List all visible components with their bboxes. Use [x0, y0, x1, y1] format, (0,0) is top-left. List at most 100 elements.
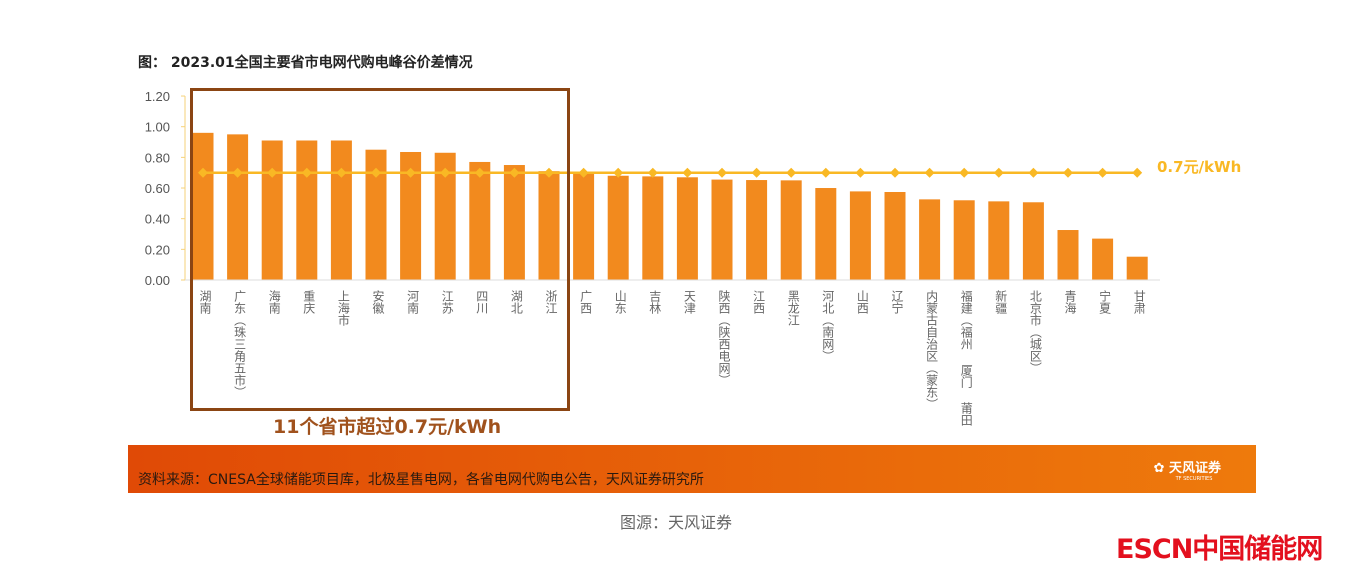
- reference-marker: [1028, 167, 1039, 178]
- x-tick-label: 广东（珠三角五市）: [232, 290, 247, 398]
- x-tick-label: 甘肃: [1132, 290, 1147, 314]
- reference-marker: [405, 167, 416, 178]
- reference-marker: [1097, 167, 1108, 178]
- reference-marker: [440, 167, 451, 178]
- escn-watermark: ESCN中国储能网: [1116, 534, 1323, 565]
- reference-marker: [993, 167, 1004, 178]
- source-text: 资料来源：CNESA全球储能项目库，北极星售电网，各省电网代购电公告，天风证券研…: [138, 472, 704, 488]
- reference-marker: [682, 167, 693, 178]
- reference-marker: [855, 167, 866, 178]
- x-tick-label: 北京市（城区）: [1028, 290, 1043, 374]
- bar: [711, 179, 733, 280]
- reference-line-label: 0.7元/kWh: [1157, 158, 1242, 176]
- x-tick-label: 广西: [578, 290, 593, 314]
- bar: [780, 180, 802, 280]
- bar: [434, 152, 456, 280]
- reference-marker: [647, 167, 658, 178]
- highlight-box: [190, 88, 570, 411]
- x-tick-label: 海南: [267, 290, 282, 314]
- reference-marker: [544, 167, 554, 178]
- bar: [676, 177, 698, 280]
- y-tick-label: 0.20: [145, 242, 170, 257]
- bar: [1092, 238, 1114, 280]
- bar: [261, 140, 283, 280]
- bar: [1022, 202, 1044, 280]
- x-tick-label: 湖北: [509, 290, 524, 314]
- x-tick-label: 重庆: [301, 290, 316, 314]
- reference-marker: [890, 167, 900, 178]
- bar: [919, 199, 941, 280]
- reference-marker: [1132, 167, 1143, 178]
- x-tick-label: 黑龙江: [786, 290, 801, 326]
- bar: [573, 172, 595, 280]
- y-tick-label: 1.00: [145, 120, 170, 135]
- x-tick-label: 福建（福州 厦门 莆田 …: [959, 290, 974, 454]
- image-caption: 图源：天风证券: [620, 513, 733, 532]
- x-tick-label: 浙江: [544, 290, 558, 314]
- bar: [884, 192, 906, 280]
- x-tick-label: 青海: [1063, 290, 1077, 314]
- reference-marker: [1063, 167, 1073, 178]
- x-tick-label: 辽宁: [890, 290, 904, 314]
- bar: [538, 171, 560, 280]
- y-tick-label: 0.80: [145, 150, 170, 165]
- x-tick-label: 天津: [682, 290, 697, 314]
- x-tick-label: 上海市: [336, 290, 351, 326]
- x-tick-label: 内蒙古自治区（蒙东）: [924, 290, 939, 410]
- reference-marker: [717, 167, 727, 178]
- reference-marker: [336, 167, 347, 178]
- bar: [503, 165, 525, 280]
- reference-marker: [198, 167, 208, 178]
- bar: [746, 180, 768, 280]
- reference-marker: [301, 167, 312, 178]
- reference-marker: [751, 167, 762, 178]
- bar: [815, 188, 837, 280]
- x-tick-label: 江苏: [440, 290, 455, 314]
- bar: [330, 140, 352, 280]
- bar: [953, 200, 975, 280]
- reference-marker: [613, 167, 624, 178]
- reference-marker: [820, 167, 831, 178]
- x-tick-label: 新疆: [993, 290, 1008, 314]
- bar: [607, 175, 629, 280]
- bar: [1126, 256, 1148, 280]
- chart-title: 图： 2023.01全国主要省市电网代购电峰谷价差情况: [138, 55, 473, 71]
- bar: [642, 176, 664, 280]
- y-tick-label: 0.00: [145, 273, 170, 288]
- bar: [469, 161, 491, 280]
- reference-marker: [267, 167, 278, 178]
- x-tick-label: 江西: [751, 290, 766, 314]
- reference-marker: [232, 167, 243, 178]
- reference-marker: [959, 167, 970, 178]
- y-tick-label: 0.60: [145, 181, 170, 196]
- tf-securities-logo: ✿ 天风证券 TF SECURITIES: [1153, 461, 1221, 482]
- reference-marker: [786, 167, 797, 178]
- y-tick-label: 1.20: [145, 89, 170, 104]
- x-tick-label: 四川: [474, 290, 489, 314]
- bar: [400, 151, 422, 280]
- reference-marker: [509, 167, 520, 178]
- x-tick-label: 吉林: [647, 290, 662, 314]
- reference-marker: [924, 167, 935, 178]
- x-tick-label: 陕西（陕西电网）: [717, 290, 731, 386]
- logo-text: 天风证券: [1168, 461, 1221, 476]
- reference-marker: [371, 167, 381, 178]
- reference-marker: [474, 167, 485, 178]
- source-footer: 资料来源：CNESA全球储能项目库，北极星售电网，各省电网代购电公告，天风证券研…: [128, 445, 1256, 493]
- x-tick-label: 湖南: [198, 290, 212, 314]
- bar: [192, 132, 214, 280]
- bar: [849, 191, 871, 280]
- x-tick-label: 山东: [613, 290, 628, 314]
- x-tick-label: 安徽: [371, 290, 385, 314]
- x-tick-label: 山西: [855, 290, 870, 314]
- y-tick-label: 0.40: [145, 212, 170, 227]
- x-tick-label: 宁夏: [1097, 290, 1112, 314]
- bar: [365, 149, 387, 280]
- reference-marker: [578, 167, 589, 178]
- logo-subtext: TF SECURITIES: [1175, 476, 1213, 482]
- x-tick-label: 河北（南网）: [820, 290, 835, 362]
- highlight-note: 11个省市超过0.7元/kWh: [273, 416, 502, 438]
- x-tick-label: 河南: [405, 290, 420, 314]
- bar: [227, 134, 249, 280]
- bar: [988, 201, 1010, 280]
